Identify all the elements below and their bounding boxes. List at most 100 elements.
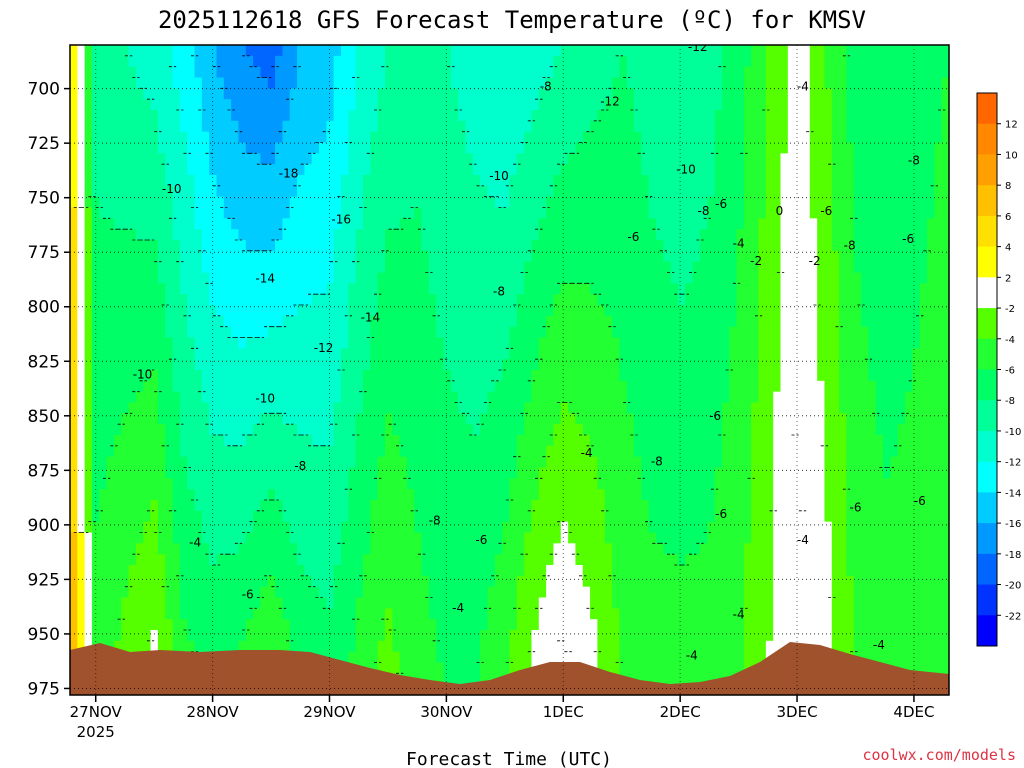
temperature-cell [392,521,401,534]
temperature-cell [194,543,203,555]
temperature-cell [641,662,650,674]
temperature-cell [106,99,115,111]
temperature-cell [99,88,108,100]
temperature-cell [128,597,137,609]
temperature-cell [406,424,415,436]
temperature-cell [450,445,459,458]
temperature-cell [450,597,459,609]
temperature-cell [238,586,247,599]
temperature-cell [172,402,181,414]
temperature-cell [326,283,335,295]
temperature-cell [70,597,78,609]
temperature-cell [619,153,628,165]
temperature-cell [245,185,254,198]
temperature-cell [604,662,613,674]
temperature-cell [194,120,203,133]
temperature-cell [297,500,305,512]
temperature-cell [91,218,100,230]
temperature-cell [201,55,210,68]
temperature-cell [260,521,269,534]
temperature-cell [399,651,408,664]
temperature-cell [480,55,489,68]
temperature-cell [245,142,254,154]
temperature-cell [77,261,86,274]
temperature-cell [121,521,130,534]
temperature-cell [70,565,78,577]
temperature-cell [245,120,254,133]
temperature-cell [370,196,379,209]
temperature-cell [612,337,620,349]
temperature-cell [465,45,474,57]
temperature-cell [582,532,591,544]
temperature-cell [187,207,196,219]
temperature-cell [238,619,247,631]
temperature-cell [113,283,122,295]
temperature-cell [648,153,657,165]
temperature-cell [135,337,144,349]
temperature-cell [428,326,437,339]
temperature-cell [597,55,606,68]
temperature-cell [363,120,371,133]
temperature-cell [370,164,379,176]
temperature-cell [568,456,577,469]
temperature-cell [282,196,291,209]
temperature-cell [275,391,284,404]
temperature-cell [91,77,100,89]
temperature-cell [77,521,86,534]
temperature-cell [70,380,78,393]
temperature-cell [319,640,327,653]
temperature-cell [524,261,533,274]
temperature-cell [333,218,342,230]
temperature-cell [113,229,122,241]
temperature-cell [150,99,159,111]
temperature-cell [450,66,459,79]
temperature-cell [319,326,327,339]
temperature-cell [172,55,181,68]
temperature-cell [626,359,635,371]
temperature-cell [384,640,393,653]
temperature-cell [172,250,181,263]
temperature-cell [253,413,262,425]
temperature-cell [406,153,415,165]
temperature-cell [84,489,93,501]
temperature-cell [319,370,327,382]
temperature-cell [648,478,657,490]
temperature-cell [84,131,93,144]
temperature-cell [546,55,555,68]
temperature-cell [414,456,423,469]
temperature-cell [77,359,86,371]
temperature-cell [128,435,137,447]
temperature-cell [355,240,364,252]
temperature-cell [201,608,210,620]
temperature-cell [421,640,430,653]
temperature-cell [267,608,276,620]
temperature-cell [289,586,298,599]
temperature-cell [333,391,342,404]
temperature-cell [77,565,86,577]
temperature-cell [99,413,108,425]
temperature-cell [465,207,474,219]
temperature-cell [260,196,269,209]
temperature-cell [465,359,474,371]
temperature-cell [472,424,481,436]
temperature-cell [414,380,423,393]
temperature-cell [363,283,371,295]
temperature-cell [355,348,364,360]
temperature-cell [377,554,386,566]
temperature-cell [443,478,452,490]
temperature-cell [209,164,218,176]
temperature-cell [223,250,232,263]
temperature-cell [297,521,305,534]
temperature-cell [157,532,166,544]
temperature-cell [472,391,481,404]
temperature-cell [348,164,357,176]
temperature-cell [187,305,196,317]
temperature-cell [384,305,393,317]
temperature-cell [406,402,415,414]
temperature-cell [524,66,533,79]
temperature-cell [333,554,342,566]
temperature-cell [355,185,364,198]
temperature-cell [399,185,408,198]
temperature-cell [297,272,305,284]
temperature-cell [84,467,93,479]
